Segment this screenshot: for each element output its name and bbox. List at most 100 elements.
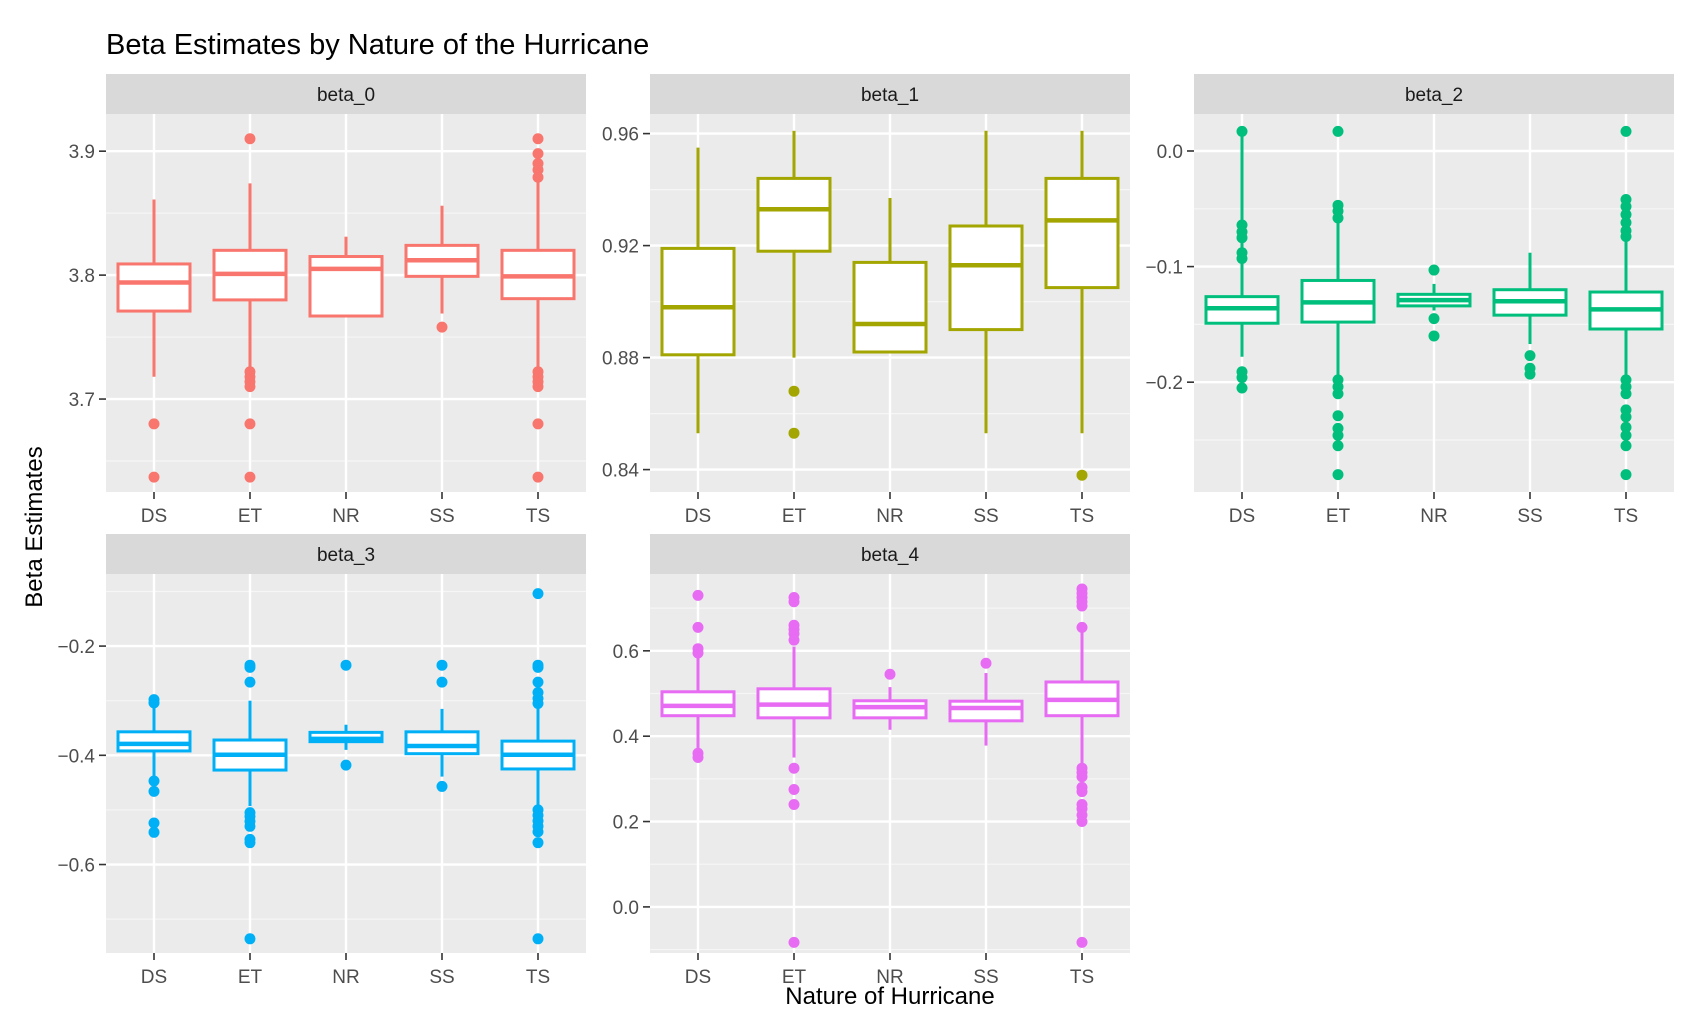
strip-label-beta_2: beta_2	[1405, 85, 1463, 106]
box-beta_3-NR	[308, 659, 384, 771]
box-beta_1-SS	[948, 130, 1024, 434]
outlier-point	[1620, 200, 1632, 212]
x-tick-label: NR	[332, 506, 359, 527]
box-beta_3-SS	[404, 659, 480, 792]
outlier-point	[244, 381, 256, 393]
outlier-point	[532, 471, 544, 483]
outlier-point	[1076, 786, 1088, 798]
x-tick-label: TS	[526, 967, 550, 988]
outlier-point	[1620, 411, 1632, 423]
y-tick-label: 0.96	[602, 125, 639, 146]
outlier-point	[1620, 429, 1632, 441]
panel-beta_4: beta_4 0.0 0.2 0.4 0.6 DS ET NR SS TS	[613, 534, 1130, 988]
iqr-box	[116, 730, 192, 753]
y-tick-label: 3.7	[69, 390, 95, 411]
box-beta_4-ET	[756, 591, 832, 948]
outlier-point	[1332, 125, 1344, 137]
x-tick-label: SS	[973, 506, 998, 527]
panel-beta_2: beta_2 −0.2 −0.1 0.0 DS ET NR SS TS	[1145, 74, 1674, 527]
y-tick-label: −0.2	[1145, 373, 1183, 394]
outlier-point	[244, 820, 256, 832]
outlier-point	[244, 837, 256, 849]
facet-panels: beta_0 3.7 3.8 3.9 DS ET NR SS TS beta_1 0.84 0.88 0…	[57, 74, 1674, 988]
outlier-point	[1076, 936, 1088, 948]
y-axis-title: Beta Estimates	[21, 446, 48, 607]
outlier-point	[980, 657, 992, 669]
outlier-point	[532, 148, 544, 160]
outlier-point	[1332, 469, 1344, 481]
x-tick-label: ET	[238, 506, 263, 527]
x-tick-label: SS	[429, 967, 454, 988]
box-beta_0-ET	[212, 133, 288, 483]
x-tick-label: DS	[685, 967, 711, 988]
strip-background	[1194, 74, 1674, 114]
box-beta_0-SS	[404, 205, 480, 333]
strip-background	[650, 74, 1130, 114]
box-beta_0-NR	[308, 236, 384, 318]
outlier-point	[244, 661, 256, 673]
outlier-point	[532, 381, 544, 393]
box-beta_2-NR	[1396, 264, 1472, 342]
outlier-point	[788, 596, 800, 608]
panel-beta_1: beta_1 0.84 0.88 0.92 0.96 DS ET NR SS TS	[602, 74, 1130, 527]
outlier-point	[532, 697, 544, 709]
box-beta_4-NR	[852, 668, 928, 730]
box-beta_4-TS	[1044, 583, 1120, 948]
iqr-box	[404, 730, 480, 756]
y-tick-label: 0.92	[602, 237, 639, 258]
outlier-point	[1332, 429, 1344, 441]
outlier-point	[788, 385, 800, 397]
iqr-box	[852, 260, 928, 354]
strip-background	[650, 534, 1130, 574]
outlier-point	[1332, 440, 1344, 452]
outlier-point	[1620, 125, 1632, 137]
box-beta_2-TS	[1588, 125, 1664, 481]
panel-beta_0: beta_0 3.7 3.8 3.9 DS ET NR SS TS	[69, 74, 586, 527]
outlier-point	[788, 427, 800, 439]
box-beta_2-SS	[1492, 252, 1568, 380]
outlier-point	[148, 775, 160, 787]
iqr-box	[660, 246, 736, 357]
outlier-point	[788, 784, 800, 796]
y-tick-label: 0.84	[602, 461, 639, 482]
outlier-point	[532, 837, 544, 849]
x-tick-label: DS	[141, 967, 167, 988]
x-tick-label: ET	[238, 967, 263, 988]
outlier-point	[1428, 264, 1440, 276]
outlier-point	[1076, 469, 1088, 481]
x-tick-label: NR	[876, 506, 903, 527]
y-tick-label: 0.2	[613, 813, 639, 834]
outlier-point	[1236, 252, 1248, 264]
outlier-point	[436, 321, 448, 333]
outlier-point	[788, 936, 800, 948]
outlier-point	[532, 133, 544, 145]
box-beta_2-DS	[1204, 125, 1280, 394]
outlier-point	[532, 171, 544, 183]
strip-background	[106, 74, 586, 114]
y-tick-label: 0.0	[613, 898, 639, 919]
box-beta_0-TS	[500, 133, 576, 483]
outlier-point	[532, 826, 544, 838]
outlier-point	[692, 589, 704, 601]
outlier-point	[1076, 600, 1088, 612]
box-beta_3-ET	[212, 659, 288, 945]
outlier-point	[1620, 388, 1632, 400]
outlier-point	[148, 785, 160, 797]
outlier-point	[692, 752, 704, 764]
outlier-point	[340, 759, 352, 771]
outlier-point	[1236, 382, 1248, 394]
y-tick-label: 0.88	[602, 349, 639, 370]
outlier-point	[1236, 125, 1248, 137]
outlier-point	[148, 817, 160, 829]
outlier-point	[1236, 232, 1248, 244]
x-axis-title: Nature of Hurricane	[785, 983, 994, 1010]
box-beta_1-NR	[852, 198, 928, 354]
x-tick-label: TS	[1070, 506, 1094, 527]
y-tick-label: −0.1	[1145, 258, 1183, 279]
outlier-point	[788, 798, 800, 810]
x-tick-label: ET	[1326, 506, 1351, 527]
iqr-box	[948, 699, 1024, 723]
outlier-point	[1620, 209, 1632, 221]
outlier-point	[436, 780, 448, 792]
x-tick-label: TS	[1070, 967, 1094, 988]
